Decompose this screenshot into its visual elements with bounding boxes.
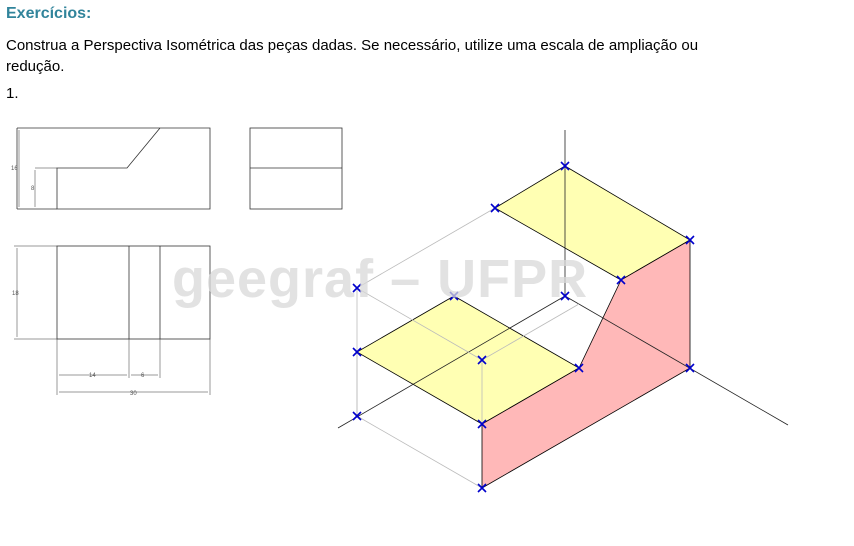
watermark: geegraf – UFPR xyxy=(172,249,589,309)
instruction-text: Construa a Perspectiva Isométrica das pe… xyxy=(6,37,699,75)
front-view xyxy=(16,127,211,210)
iso-axes xyxy=(337,130,789,429)
dim-top-depth: 18 xyxy=(12,291,19,297)
top-view xyxy=(14,245,211,395)
dim-top-width-total: 30 xyxy=(130,391,137,397)
dim-front-height-step: 8 xyxy=(31,186,35,192)
dim-top-width-a: 14 xyxy=(89,373,96,379)
isometric-view xyxy=(337,130,789,493)
dim-top-width-b: 6 xyxy=(141,373,145,379)
dim-front-height-total: 16 xyxy=(11,166,18,172)
iso-faces xyxy=(356,165,691,489)
exercise-number: 1. xyxy=(6,85,19,102)
section-title: Exercícios: xyxy=(6,5,92,22)
side-view xyxy=(249,127,343,210)
iso-markers xyxy=(352,161,695,493)
